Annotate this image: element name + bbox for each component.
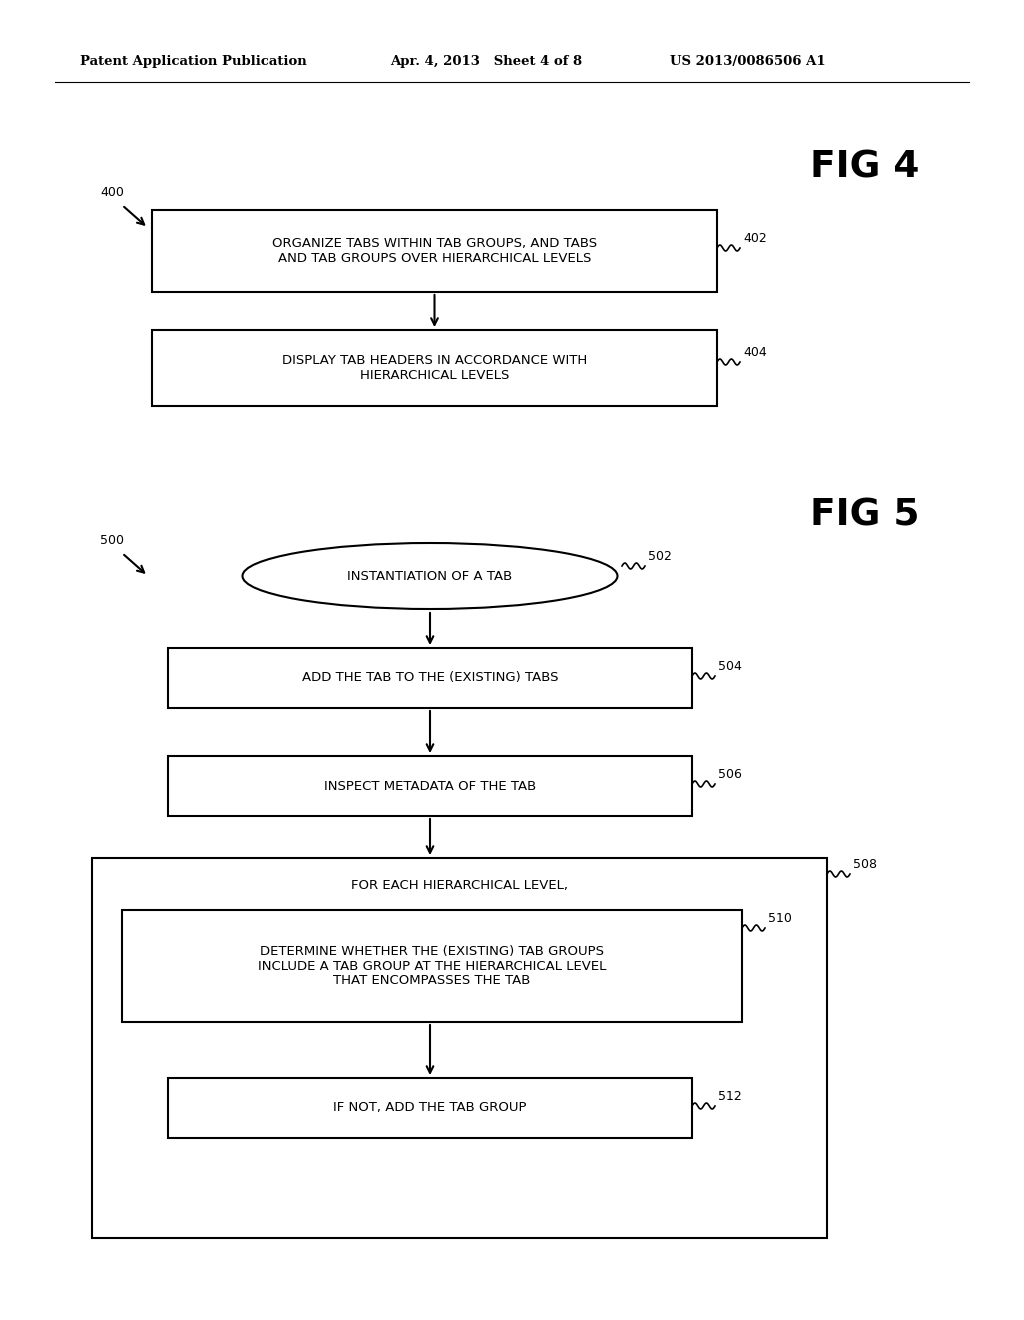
FancyBboxPatch shape <box>92 858 827 1238</box>
Text: 500: 500 <box>100 533 124 546</box>
FancyBboxPatch shape <box>152 330 717 407</box>
Text: 506: 506 <box>718 767 741 780</box>
Text: 504: 504 <box>718 660 741 672</box>
Text: FIG 4: FIG 4 <box>810 150 920 186</box>
Text: Patent Application Publication: Patent Application Publication <box>80 55 307 69</box>
Text: FIG 5: FIG 5 <box>810 498 920 535</box>
Text: 510: 510 <box>768 912 792 924</box>
Text: 402: 402 <box>743 231 767 244</box>
Text: 512: 512 <box>718 1089 741 1102</box>
FancyBboxPatch shape <box>152 210 717 292</box>
Text: DISPLAY TAB HEADERS IN ACCORDANCE WITH
HIERARCHICAL LEVELS: DISPLAY TAB HEADERS IN ACCORDANCE WITH H… <box>282 354 587 381</box>
Text: DETERMINE WHETHER THE (EXISTING) TAB GROUPS
INCLUDE A TAB GROUP AT THE HIERARCHI: DETERMINE WHETHER THE (EXISTING) TAB GRO… <box>258 945 606 987</box>
Text: 508: 508 <box>853 858 877 870</box>
FancyBboxPatch shape <box>168 1078 692 1138</box>
Text: US 2013/0086506 A1: US 2013/0086506 A1 <box>670 55 825 69</box>
Text: FOR EACH HIERARCHICAL LEVEL,: FOR EACH HIERARCHICAL LEVEL, <box>351 879 568 892</box>
Text: ORGANIZE TABS WITHIN TAB GROUPS, AND TABS
AND TAB GROUPS OVER HIERARCHICAL LEVEL: ORGANIZE TABS WITHIN TAB GROUPS, AND TAB… <box>272 238 597 265</box>
Text: 404: 404 <box>743 346 767 359</box>
Text: 400: 400 <box>100 186 124 198</box>
FancyBboxPatch shape <box>168 756 692 816</box>
Text: ADD THE TAB TO THE (EXISTING) TABS: ADD THE TAB TO THE (EXISTING) TABS <box>302 672 558 685</box>
Text: INSPECT METADATA OF THE TAB: INSPECT METADATA OF THE TAB <box>324 780 537 792</box>
FancyBboxPatch shape <box>122 909 742 1022</box>
Text: INSTANTIATION OF A TAB: INSTANTIATION OF A TAB <box>347 569 513 582</box>
Ellipse shape <box>243 543 617 609</box>
Text: IF NOT, ADD THE TAB GROUP: IF NOT, ADD THE TAB GROUP <box>333 1101 526 1114</box>
FancyBboxPatch shape <box>168 648 692 708</box>
Text: Apr. 4, 2013   Sheet 4 of 8: Apr. 4, 2013 Sheet 4 of 8 <box>390 55 582 69</box>
Text: 502: 502 <box>648 549 672 562</box>
